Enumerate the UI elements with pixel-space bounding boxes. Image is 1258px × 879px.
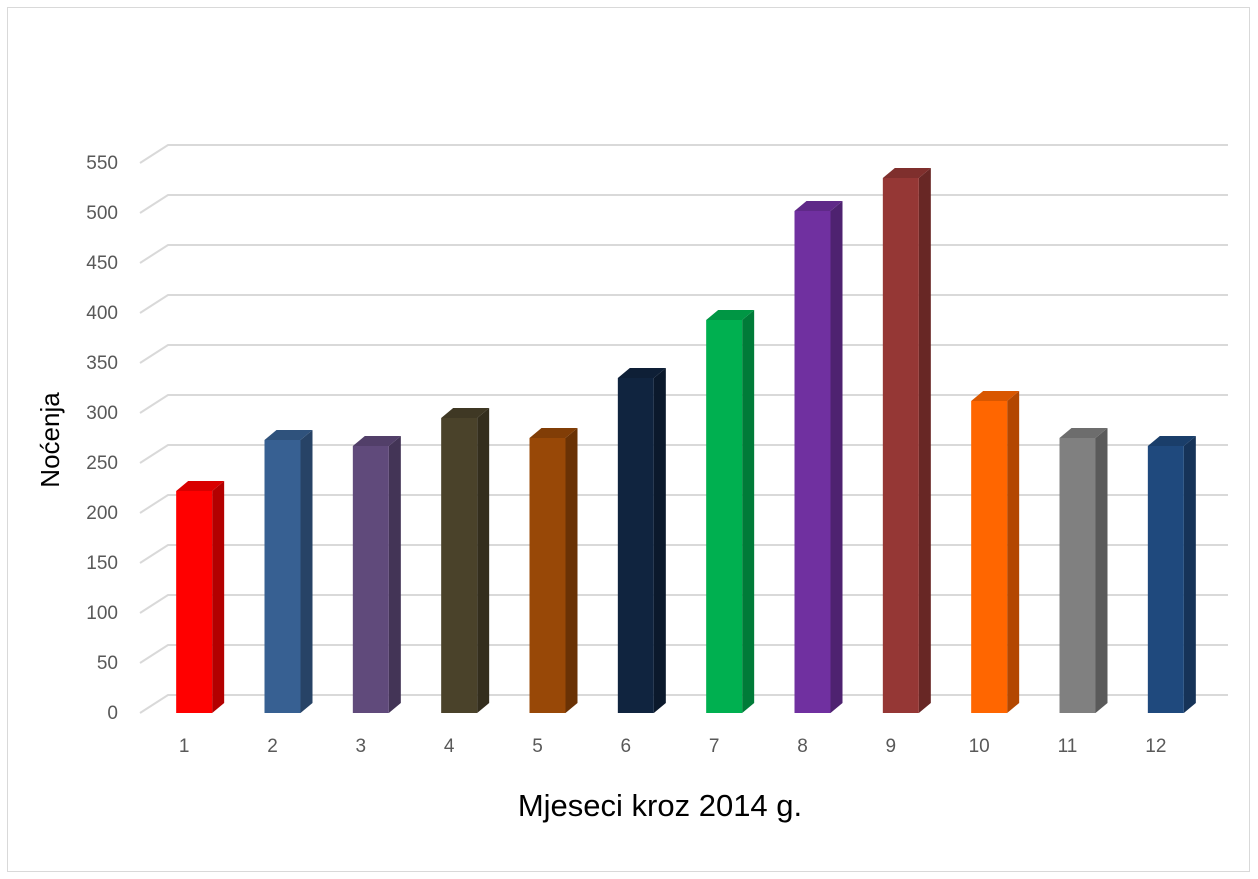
bar [352, 446, 389, 713]
bar-top [529, 428, 578, 438]
bar [264, 440, 301, 713]
grid-line [139, 694, 1228, 714]
bar-top [441, 408, 490, 418]
bar [441, 418, 478, 713]
bar-side [1183, 436, 1196, 713]
x-tick-label: 10 [969, 736, 990, 757]
x-tick-label: 8 [797, 736, 808, 757]
x-tick-label: 2 [267, 736, 278, 757]
y-tick-label: 400 [86, 303, 118, 324]
bar-top [617, 368, 666, 378]
bar-side [1007, 391, 1020, 713]
x-tick-label: 5 [532, 736, 543, 757]
x-tick-label: 12 [1145, 736, 1166, 757]
bar-top [794, 201, 843, 211]
x-axis-title: Mjeseci kroz 2014 g. [518, 788, 802, 823]
grid-line [139, 594, 1228, 614]
bar [176, 491, 213, 713]
y-tick-label: 0 [107, 703, 118, 724]
bar-top [352, 436, 401, 446]
bar [706, 320, 743, 713]
x-tick-label: 1 [179, 736, 190, 757]
bar-side [653, 368, 666, 713]
y-tick-label: 300 [86, 403, 118, 424]
grid-line [139, 144, 1228, 164]
bar-top [971, 391, 1020, 401]
bar-side [477, 408, 490, 713]
bar-side [565, 428, 578, 713]
grid-line [139, 294, 1228, 314]
bar-top [264, 430, 313, 440]
y-tick-label: 250 [86, 453, 118, 474]
y-tick-label: 350 [86, 353, 118, 374]
bar [617, 378, 654, 713]
bar [1147, 446, 1184, 713]
y-axis-title: Noćenja [35, 392, 65, 488]
bar-side [300, 430, 313, 713]
x-tick-label: 7 [709, 736, 720, 757]
bar-side [918, 168, 931, 713]
bar [971, 401, 1008, 713]
bar-top [1147, 436, 1196, 446]
bar-side [388, 436, 401, 713]
bar [529, 438, 566, 713]
grid-line [139, 544, 1228, 564]
grid-line [139, 194, 1228, 214]
grid-line [139, 344, 1228, 364]
bar [1059, 438, 1096, 713]
grid-line [139, 444, 1228, 464]
bar-top [1059, 428, 1108, 438]
x-tick-label: 3 [356, 736, 367, 757]
bar-side [1095, 428, 1108, 713]
grid-line [139, 394, 1228, 414]
bar-side [212, 481, 225, 713]
bar-side [742, 310, 755, 713]
y-tick-label: 450 [86, 253, 118, 274]
x-tick-label: 6 [621, 736, 632, 757]
grid-line [139, 244, 1228, 264]
bar-top [706, 310, 755, 320]
y-tick-label: 100 [86, 603, 118, 624]
y-tick-label: 200 [86, 503, 118, 524]
y-tick-label: 150 [86, 553, 118, 574]
y-tick-label: 550 [86, 153, 118, 174]
bar-top [176, 481, 225, 491]
bar-side [830, 201, 843, 713]
bar [794, 211, 831, 713]
x-tick-label: 11 [1058, 736, 1078, 757]
y-tick-label: 50 [97, 653, 118, 674]
y-tick-label: 500 [86, 203, 118, 224]
grid-line [139, 494, 1228, 514]
bar-top [882, 168, 931, 178]
bar [882, 178, 919, 713]
grid-line [139, 644, 1228, 664]
x-tick-label: 4 [444, 736, 455, 757]
x-tick-label: 9 [886, 736, 897, 757]
